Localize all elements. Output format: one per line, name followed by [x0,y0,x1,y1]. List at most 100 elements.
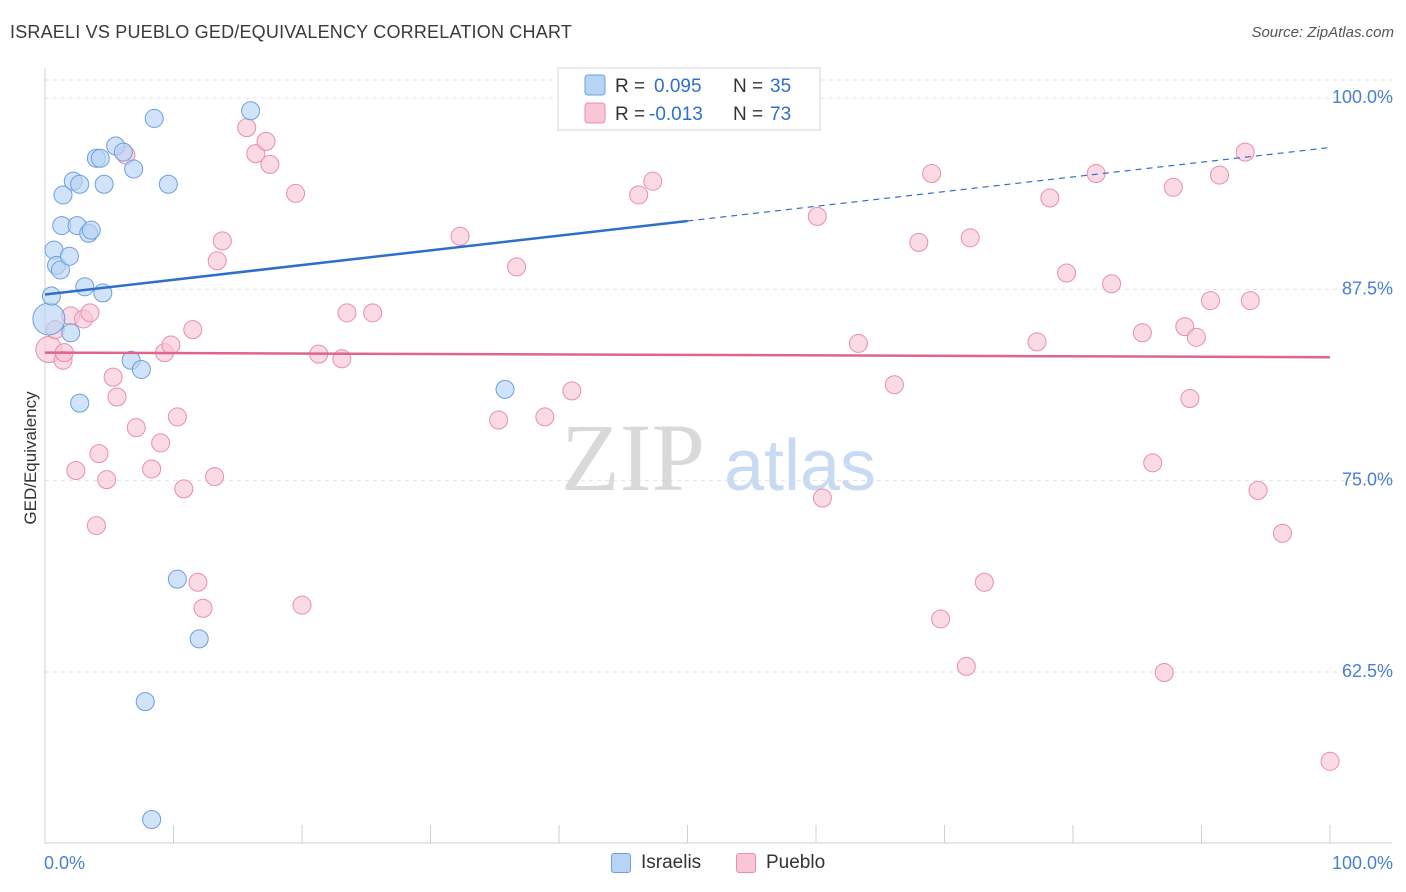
israelis-r-value: 0.095 [654,76,702,97]
y-tick-label: 100.0% [1332,87,1393,107]
pueblo-point [260,154,280,174]
israelis-point [131,359,151,379]
israelis-point [32,302,66,336]
pueblo-r-label: R = [615,104,645,125]
pueblo-point [1163,177,1183,197]
pueblo-point [212,231,232,251]
israelis-n-label: N = [733,76,763,97]
legend-item-pueblo[interactable]: Pueblo [736,852,825,874]
israelis-point [94,174,114,194]
israelis-point [90,148,110,168]
israelis-point [41,286,61,306]
pueblo-point [167,407,187,427]
legend-label-israelis: Israelis [641,852,702,873]
pueblo-point [1086,164,1106,184]
series-legend: Israelis Pueblo [0,852,1406,878]
pueblo-point [1320,751,1340,771]
pueblo-r-value: -0.013 [649,104,703,125]
watermark: ZIP atlas [561,404,876,511]
pueblo-point [126,418,146,438]
series-pueblo [35,118,1340,771]
pueblo-point [1040,188,1060,208]
israelis-point [124,159,144,179]
israelis-point [144,108,164,128]
pueblo-point [89,444,109,464]
pueblo-point [643,171,663,191]
axes [44,68,1392,844]
pueblo-point [183,320,203,340]
legend-item-israelis[interactable]: Israelis [611,852,701,874]
pueblo-point [107,387,127,407]
pueblo-point [848,333,868,353]
israelis-point [75,277,95,297]
pueblo-point [812,488,832,508]
pueblo-point [931,609,951,629]
pueblo-point [193,598,213,618]
pueblo-point [103,367,123,387]
israelis-point [113,142,133,162]
pueblo-point [151,433,171,453]
pueblo-trend-line [44,351,1331,359]
israelis-point [142,809,162,829]
pueblo-point [884,375,904,395]
pueblo-point [922,164,942,184]
pueblo-point [80,303,100,323]
pueblo-point [97,470,117,490]
series-israelis [32,87,633,829]
legend-label-pueblo: Pueblo [766,852,826,873]
pueblo-point [86,516,106,536]
stats-legend: R = 0.095 N = 35 R = -0.013 N = 73 [557,67,821,131]
pueblo-stats-swatch [584,102,606,124]
pueblo-point [1180,389,1200,409]
watermark-zip: ZIP [561,404,705,511]
pueblo-point [1027,332,1047,352]
israelis-n-value: 35 [770,76,791,97]
israelis-point [167,569,187,589]
pueblo-point [1209,165,1229,185]
chart-title: ISRAELI VS PUEBLO GED/EQUIVALENCY CORREL… [10,22,573,42]
israelis-r-label: R = [615,76,645,97]
israelis-point [53,185,73,205]
pueblo-point [205,467,225,487]
pueblo-point [909,232,929,252]
pueblo-point [292,595,312,615]
israelis-trend-extension [687,146,1331,222]
israelis-point [158,174,178,194]
pueblo-point [174,479,194,499]
israelis-stats-swatch [584,74,606,96]
grid-lines [45,79,1392,673]
israelis-point [59,246,79,266]
y-tick-label: 62.5% [1342,661,1393,681]
tick-labels: 100.0% 87.5% 75.0% 62.5% 0.0% 100.0% [44,87,1393,873]
pueblo-point [256,131,276,151]
y-tick-label: 87.5% [1342,278,1393,298]
israelis-point [70,393,90,413]
trend-lines [44,146,1331,359]
israelis-point [61,323,81,343]
pueblo-point [535,407,555,427]
israelis-point [189,629,209,649]
pueblo-point [807,206,827,226]
source-label: Source: ZipAtlas.com [1251,24,1394,41]
pueblo-point [363,303,383,323]
y-tick-label: 75.0% [1342,470,1393,490]
pueblo-point [1240,291,1260,311]
israelis-swatch [611,853,631,873]
x-tick-label: 0.0% [44,853,85,873]
israelis-point [70,174,90,194]
pueblo-point [207,251,227,271]
pueblo-point [1200,291,1220,311]
pueblo-point [142,459,162,479]
israelis-point [50,260,70,280]
pueblo-n-value: 73 [770,104,791,125]
pueblo-point [1186,327,1206,347]
pueblo-point [1057,263,1077,283]
pueblo-point [188,572,208,592]
pueblo-point [161,335,181,355]
x-tick-label: 100.0% [1332,853,1393,873]
pueblo-point [450,226,470,246]
pueblo-point [337,303,357,323]
israelis-point [81,220,101,240]
pueblo-point [1143,453,1163,473]
